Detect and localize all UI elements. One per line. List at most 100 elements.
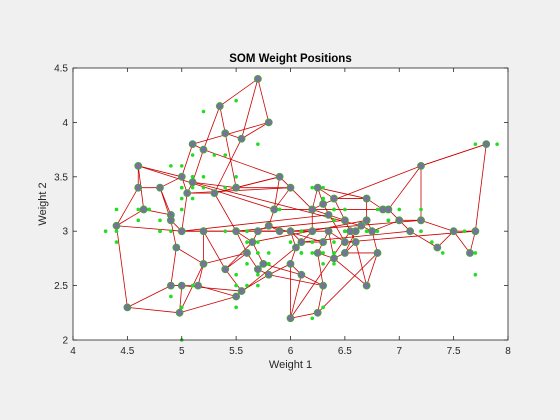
input-point bbox=[256, 251, 260, 255]
neuron-point bbox=[232, 227, 241, 236]
input-point bbox=[179, 164, 184, 168]
input-point bbox=[245, 229, 249, 233]
input-point bbox=[386, 218, 391, 223]
weight-edge bbox=[203, 105, 221, 150]
weight-edge bbox=[203, 231, 226, 270]
input-point bbox=[288, 240, 293, 244]
neuron-point bbox=[172, 243, 181, 252]
input-point bbox=[473, 272, 478, 277]
input-point bbox=[332, 262, 336, 266]
neuron-point bbox=[253, 227, 262, 236]
weight-edge bbox=[181, 193, 188, 232]
neuron-point bbox=[466, 249, 474, 257]
neuron-point bbox=[253, 74, 262, 83]
weight-edge bbox=[192, 122, 269, 145]
weight-edge bbox=[224, 241, 253, 270]
neuron-point bbox=[292, 243, 300, 252]
input-point bbox=[245, 240, 249, 244]
input-point bbox=[440, 251, 445, 255]
neuron-point bbox=[286, 314, 295, 323]
weight-edge bbox=[241, 122, 269, 140]
input-point bbox=[299, 229, 304, 233]
neuron-points bbox=[112, 74, 491, 323]
weight-edge bbox=[322, 165, 422, 205]
neuron-point bbox=[433, 243, 442, 252]
weight-edge bbox=[225, 252, 248, 270]
neuron-point bbox=[264, 270, 273, 279]
input-point bbox=[114, 207, 119, 212]
input-point bbox=[114, 240, 119, 244]
input-point bbox=[343, 229, 347, 233]
chart-title: SOM Weight Positions bbox=[229, 53, 351, 65]
weight-edge bbox=[317, 252, 324, 286]
input-point bbox=[136, 207, 141, 212]
neuron-point bbox=[319, 281, 328, 290]
input-point bbox=[201, 175, 206, 179]
input-point bbox=[332, 251, 336, 255]
weight-edge bbox=[333, 258, 367, 286]
input-point bbox=[299, 251, 304, 255]
neuron-point bbox=[232, 183, 241, 192]
neuron-point bbox=[177, 172, 186, 181]
weight-edge bbox=[301, 274, 324, 286]
neuron-point bbox=[357, 221, 366, 230]
input-point bbox=[234, 272, 238, 277]
neuron-point bbox=[188, 178, 197, 187]
neuron-point bbox=[210, 189, 219, 198]
neuron-point bbox=[324, 210, 333, 219]
weight-edge bbox=[344, 231, 357, 254]
weight-edge bbox=[192, 149, 204, 183]
x-axis-label: Weight 1 bbox=[269, 359, 312, 371]
weight-edge bbox=[127, 306, 180, 314]
input-point bbox=[190, 283, 195, 288]
input-point bbox=[179, 207, 184, 212]
x-tick-label: 7 bbox=[396, 346, 402, 357]
input-point bbox=[190, 185, 195, 190]
input-point bbox=[256, 240, 260, 244]
input-point bbox=[321, 251, 325, 255]
neuron-point bbox=[384, 205, 393, 214]
neuron-point bbox=[417, 162, 425, 170]
neuron-point bbox=[449, 227, 458, 236]
input-point bbox=[321, 305, 325, 310]
weight-edge bbox=[273, 187, 291, 210]
weight-edge bbox=[219, 106, 226, 134]
neuron-point bbox=[270, 205, 279, 214]
input-point bbox=[321, 262, 325, 266]
input-point bbox=[169, 229, 173, 233]
x-tick-label: 5 bbox=[179, 346, 185, 357]
neuron-point bbox=[297, 270, 306, 279]
neuron-point bbox=[286, 183, 295, 192]
weight-edge bbox=[127, 285, 172, 308]
input-point bbox=[190, 196, 195, 201]
neuron-point bbox=[175, 308, 184, 317]
weight-edge bbox=[268, 263, 291, 276]
y-axis-ticks: 2 2.5 3 3.5 4 4.5 bbox=[54, 64, 508, 347]
input-point bbox=[419, 229, 423, 233]
weight-edge bbox=[474, 144, 487, 232]
input-point bbox=[321, 185, 325, 190]
input-point bbox=[158, 218, 162, 223]
input-point bbox=[266, 262, 271, 266]
input-point bbox=[332, 218, 336, 223]
input-point bbox=[310, 251, 315, 255]
weight-edge bbox=[366, 252, 378, 286]
neuron-point bbox=[215, 102, 224, 110]
neuron-point bbox=[156, 183, 164, 192]
weight-edge bbox=[268, 274, 324, 286]
input-point bbox=[169, 294, 173, 299]
y-tick-label: 2 bbox=[62, 336, 68, 347]
input-point bbox=[473, 251, 478, 255]
weight-edge bbox=[236, 219, 345, 232]
input-point bbox=[245, 283, 249, 288]
weight-edge bbox=[138, 165, 182, 178]
input-point bbox=[147, 207, 151, 212]
input-point bbox=[277, 207, 282, 212]
input-point bbox=[201, 185, 206, 190]
neuron-point bbox=[340, 238, 349, 246]
neuron-point bbox=[330, 254, 338, 263]
input-point bbox=[223, 153, 228, 157]
neuron-point bbox=[313, 249, 322, 257]
weight-edge bbox=[388, 165, 422, 210]
weight-edge bbox=[420, 143, 487, 167]
